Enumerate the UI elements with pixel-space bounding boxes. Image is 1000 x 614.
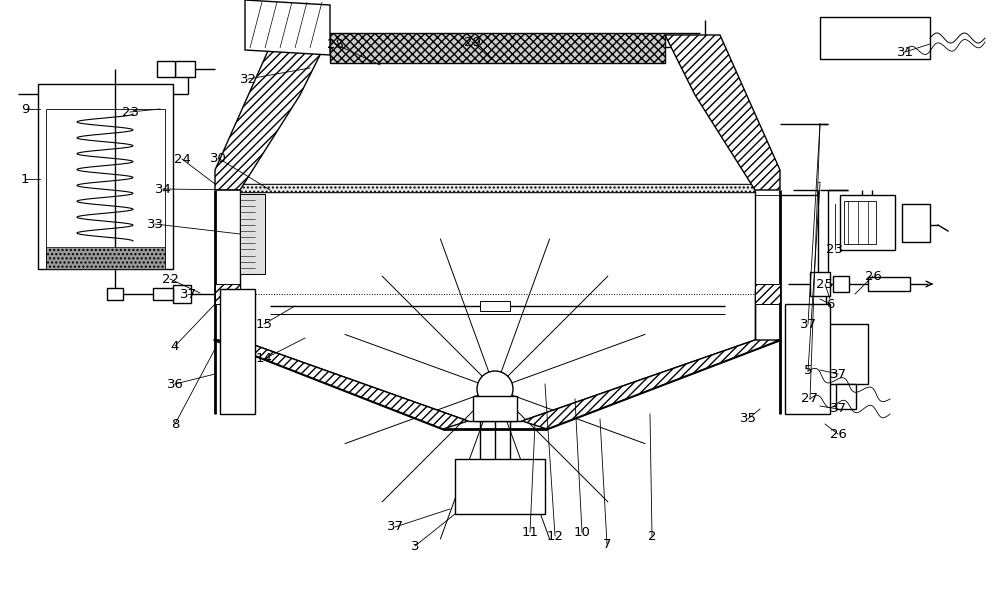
Text: 27: 27	[801, 392, 818, 405]
Text: 26: 26	[865, 270, 881, 282]
Bar	[755, 284, 780, 304]
Bar	[823, 324, 868, 384]
Bar	[240, 194, 265, 274]
Bar	[840, 195, 895, 250]
Text: 10: 10	[574, 526, 590, 538]
Circle shape	[477, 371, 513, 407]
Text: 7: 7	[603, 537, 611, 551]
Text: 1: 1	[21, 173, 29, 185]
Text: 11: 11	[522, 526, 538, 538]
Text: 15: 15	[256, 317, 273, 330]
Bar	[46, 247, 165, 269]
Text: 37: 37	[180, 287, 197, 300]
Text: 23: 23	[826, 243, 843, 255]
Text: 6: 6	[826, 298, 834, 311]
Text: 36: 36	[167, 378, 183, 391]
Bar	[107, 288, 123, 300]
Text: 8: 8	[171, 418, 179, 430]
Text: 37: 37	[799, 317, 816, 330]
Text: 32: 32	[240, 72, 257, 85]
Text: 33: 33	[147, 217, 164, 230]
Text: 14: 14	[256, 352, 272, 365]
Text: 37: 37	[386, 521, 404, 534]
Text: 35: 35	[740, 413, 757, 426]
Bar	[480, 301, 510, 311]
Bar	[810, 272, 830, 296]
Polygon shape	[215, 340, 468, 429]
Text: 28: 28	[327, 37, 343, 50]
Text: 29: 29	[464, 36, 480, 49]
Bar	[473, 396, 517, 421]
Text: 37: 37	[829, 368, 846, 381]
Bar	[240, 184, 755, 192]
Bar	[902, 204, 930, 242]
Text: 9: 9	[21, 103, 29, 115]
Text: 4: 4	[171, 340, 179, 352]
Text: 5: 5	[804, 365, 812, 378]
Bar	[844, 201, 876, 244]
Text: 31: 31	[896, 45, 913, 58]
Polygon shape	[522, 340, 780, 429]
Text: 2: 2	[648, 529, 656, 543]
Text: 12: 12	[546, 529, 564, 543]
Bar	[175, 61, 195, 77]
Bar	[46, 109, 165, 269]
Bar	[868, 277, 910, 291]
Polygon shape	[215, 35, 330, 190]
Bar	[153, 288, 173, 300]
Text: 24: 24	[174, 152, 190, 166]
Bar	[785, 304, 830, 414]
Bar	[836, 384, 856, 409]
Bar	[820, 17, 930, 59]
Bar	[220, 289, 255, 414]
Bar	[173, 285, 191, 303]
Polygon shape	[665, 35, 780, 190]
Bar	[215, 284, 240, 304]
Bar	[157, 61, 175, 77]
Text: 3: 3	[411, 540, 419, 553]
Text: 25: 25	[816, 278, 833, 290]
Text: 30: 30	[210, 152, 226, 165]
Text: 22: 22	[162, 273, 179, 286]
Text: 37: 37	[829, 403, 846, 416]
Text: 23: 23	[122, 106, 139, 119]
Bar	[38, 84, 173, 269]
Text: 26: 26	[830, 427, 846, 440]
Bar	[833, 276, 849, 292]
Polygon shape	[245, 0, 330, 55]
Text: 34: 34	[155, 182, 171, 195]
Bar	[330, 33, 665, 63]
Bar	[455, 459, 545, 514]
